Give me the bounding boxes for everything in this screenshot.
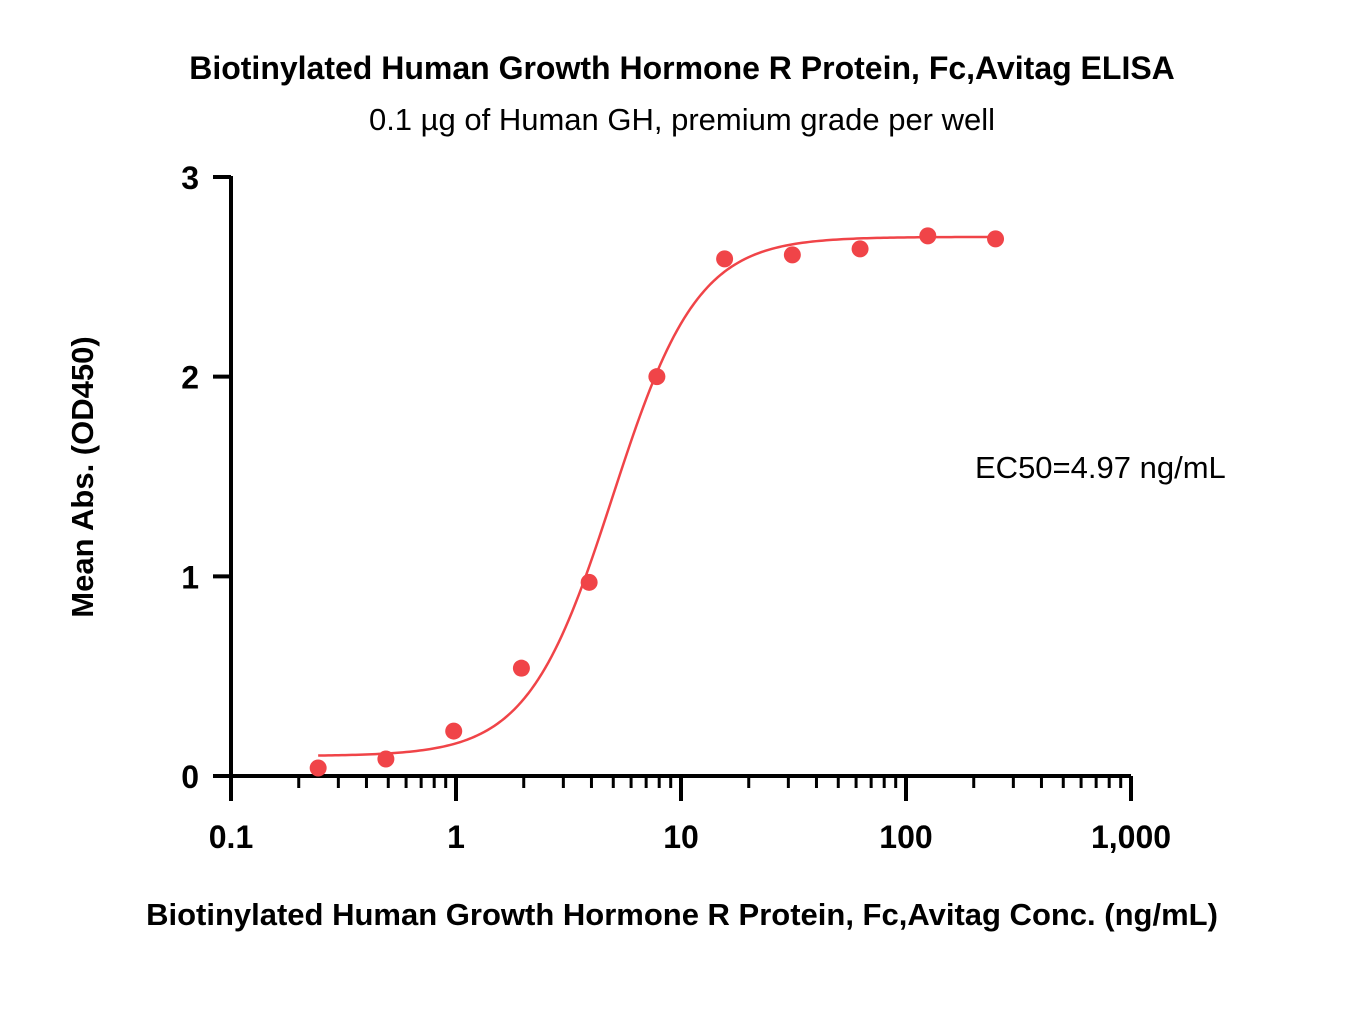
ec50-annotation: EC50=4.97 ng/mL <box>975 450 1226 485</box>
data-point <box>512 659 530 677</box>
data-point <box>987 230 1005 248</box>
data-point <box>580 573 598 591</box>
x-tick-label: 100 <box>879 819 932 855</box>
y-axis: 0 1 2 3 <box>181 160 233 795</box>
data-point <box>919 227 937 245</box>
chart-title: Biotinylated Human Growth Hormone R Prot… <box>189 50 1175 86</box>
x-tick-label: 1 <box>447 819 465 855</box>
data-point <box>783 246 801 264</box>
data-point <box>377 750 395 768</box>
x-tick-label: 10 <box>663 819 699 855</box>
data-point <box>648 368 666 386</box>
y-tick-label: 0 <box>181 759 199 795</box>
chart-subtitle: 0.1 µg of Human GH, premium grade per we… <box>369 102 995 137</box>
data-point <box>716 250 734 268</box>
y-tick-label: 2 <box>181 360 199 396</box>
x-tick-label: 1,000 <box>1091 819 1171 855</box>
x-axis: 0.1 1 10 100 1,000 <box>209 774 1171 855</box>
fit-curve-line <box>318 235 996 757</box>
x-axis-title: Biotinylated Human Growth Hormone R Prot… <box>146 897 1218 932</box>
data-point <box>851 240 869 258</box>
x-tick-label: 0.1 <box>209 819 253 855</box>
data-points <box>309 227 1005 777</box>
fit-curve <box>318 235 996 757</box>
data-point <box>309 759 327 777</box>
data-point <box>445 722 463 740</box>
y-tick-label: 1 <box>181 559 199 595</box>
y-tick-label: 3 <box>181 160 199 196</box>
y-axis-title: Mean Abs. (OD450) <box>65 336 100 617</box>
